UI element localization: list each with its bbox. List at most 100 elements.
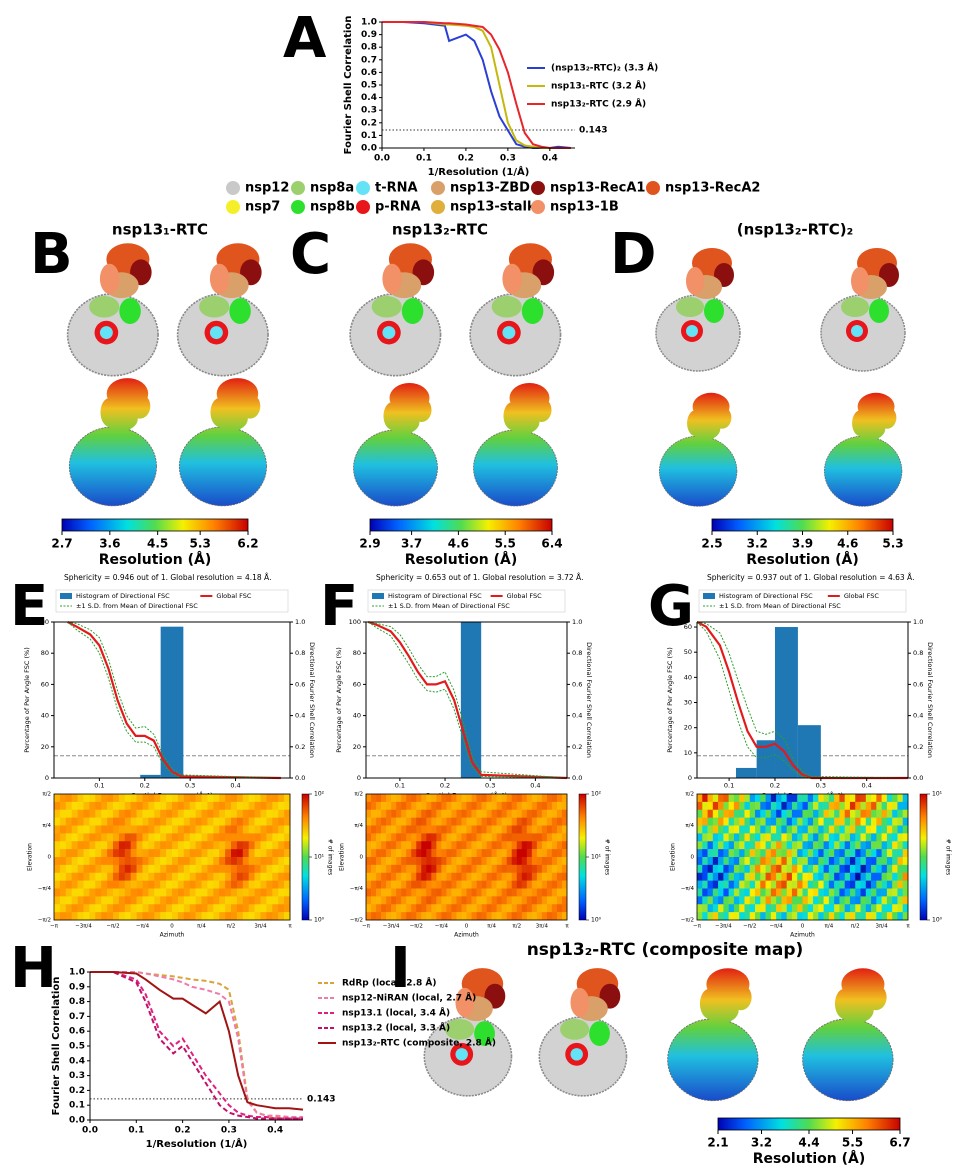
heatmap-cell [231, 889, 237, 897]
legend-label: Global FSC [507, 592, 543, 600]
heatmap-cell [734, 873, 740, 881]
heatmap-cell [734, 810, 740, 818]
heatmap-cell [718, 833, 724, 841]
heatmap-cell [401, 896, 406, 904]
heatmap-cell [797, 889, 803, 897]
heatmap-cell [381, 826, 386, 834]
y-tick-label: 20 [684, 724, 692, 732]
heatmap-cell [131, 849, 137, 857]
heatmap-cell [507, 794, 512, 802]
heatmap-cell [160, 810, 166, 818]
heatmap-cell [190, 857, 196, 865]
heatmap-cell [137, 889, 143, 897]
heatmap-cell [813, 873, 819, 881]
heatmap-cell [713, 881, 719, 889]
heatmap-cell [897, 841, 903, 849]
heatmap-cell [278, 849, 284, 857]
heatmap-cell [72, 912, 78, 920]
heatmap-cell [107, 849, 113, 857]
heatmap-cell [527, 794, 532, 802]
heatmap-cell [119, 841, 125, 849]
heatmap-cell [834, 889, 840, 897]
y-tick-label: 0.3 [69, 1071, 85, 1081]
heatmap-cell [255, 904, 261, 912]
heatmap-cell [803, 849, 809, 857]
heatmap-cell [411, 889, 416, 897]
heatmap-cell [190, 810, 196, 818]
heatmap-cell [436, 896, 441, 904]
heatmap-cell [482, 794, 487, 802]
heatmap-cell [426, 818, 431, 826]
heatmap-cell [376, 904, 381, 912]
heatmap-cell [829, 833, 835, 841]
heatmap-cell [744, 849, 750, 857]
heatmap-cell [562, 826, 567, 834]
structure-image [354, 383, 438, 506]
heatmap-cell [113, 826, 119, 834]
heatmap-cell [202, 818, 208, 826]
heatmap-cell [160, 833, 166, 841]
heatmap-cell [213, 802, 219, 810]
heatmap-cell [697, 841, 703, 849]
heatmap-cell [78, 802, 84, 810]
heatmap-cell [84, 794, 90, 802]
colorbar-tick-label: 10² [591, 791, 602, 798]
heatmap-cell [78, 794, 84, 802]
heatmap-cell [143, 857, 149, 865]
heatmap-cell [734, 833, 740, 841]
heatmap-cell [401, 841, 406, 849]
heatmap-cell [871, 826, 877, 834]
heatmap-cell [148, 818, 154, 826]
heatmap-cell [261, 802, 267, 810]
heatmap-cell [371, 865, 376, 873]
heatmap-cell [876, 826, 882, 834]
heatmap-cell [855, 881, 861, 889]
heatmap-cell [487, 912, 492, 920]
heatmap-cell [527, 857, 532, 865]
heatmap-cell [431, 810, 436, 818]
heatmap-cell [184, 881, 190, 889]
y-tick-label: 0.2 [69, 1086, 85, 1096]
heatmap-cell [766, 873, 772, 881]
heatmap-cell [160, 896, 166, 904]
heatmap-cell [396, 826, 401, 834]
heatmap-cell [834, 841, 840, 849]
heatmap-cell [562, 873, 567, 881]
heatmap-cell [697, 865, 703, 873]
heatmap-cell [818, 849, 824, 857]
heatmap-cell [184, 841, 190, 849]
heatmap-cell [824, 904, 830, 912]
heatmap-cell [723, 826, 729, 834]
x-axis-label: 1/Resolution (1/Å) [428, 165, 530, 178]
heatmap-cell [532, 849, 537, 857]
legend-label: nsp13-stalk [450, 200, 536, 215]
heatmap-cell [143, 841, 149, 849]
structure-image [824, 393, 902, 507]
heatmap-cell [78, 857, 84, 865]
heatmap-cell [482, 833, 487, 841]
heatmap-cell [249, 794, 255, 802]
heatmap-cell [734, 857, 740, 865]
heatmap-cell [861, 833, 867, 841]
heatmap-cell [366, 896, 371, 904]
heatmap-cell [876, 896, 882, 904]
heatmap-cell [416, 881, 421, 889]
heatmap-cell [487, 873, 492, 881]
heatmap-cell [225, 865, 231, 873]
heatmap-cell [284, 810, 290, 818]
heatmap-cell [366, 841, 371, 849]
heatmap-cell [213, 818, 219, 826]
heatmap-cell [72, 802, 78, 810]
heatmap-cell [813, 889, 819, 897]
heatmap-cell [190, 849, 196, 857]
heatmap-cell [702, 826, 708, 834]
heatmap-cell [876, 881, 882, 889]
heatmap-cell [172, 802, 178, 810]
heatmap-cell [172, 810, 178, 818]
heatmap-cell [219, 889, 225, 897]
heatmap-cell [411, 810, 416, 818]
heatmap-cell [492, 841, 497, 849]
heatmap-cell [95, 833, 101, 841]
heatmap-cell [89, 889, 95, 897]
heatmap-cell [166, 841, 172, 849]
